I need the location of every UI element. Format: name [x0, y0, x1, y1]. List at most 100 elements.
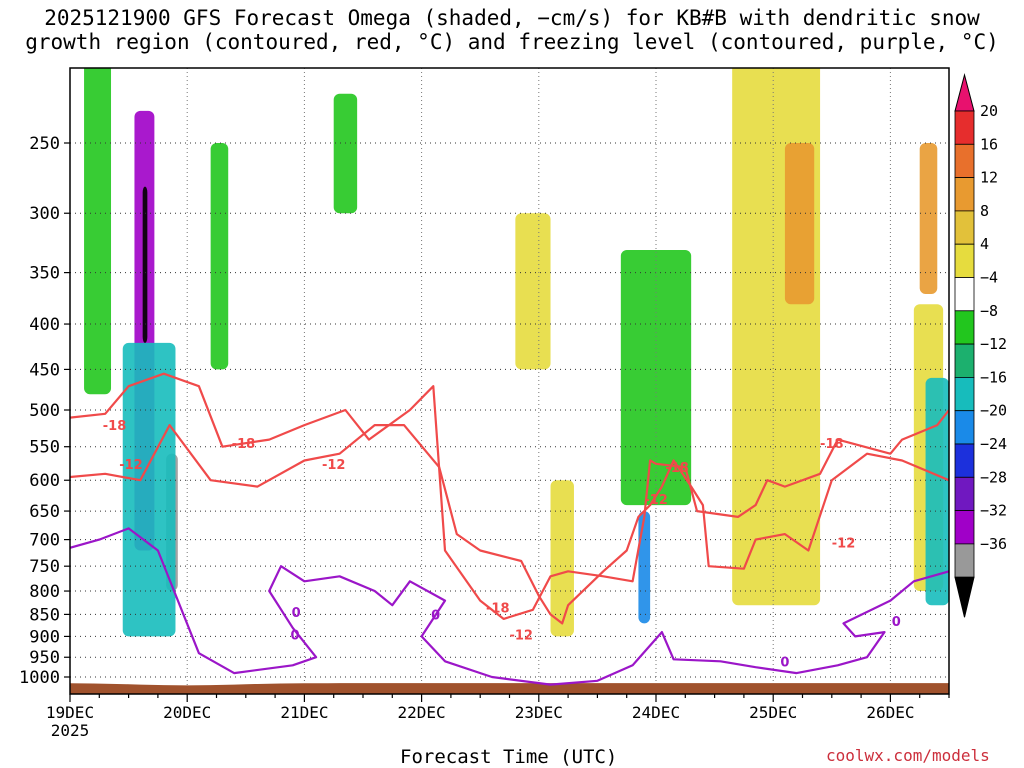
x-tick-label-25DEC: 25DEC [749, 703, 797, 722]
contour--12 [70, 424, 949, 625]
contour-label-2: -18 [232, 437, 256, 452]
y-tick-label-500: 500 [29, 401, 60, 421]
x-tick-label-21DEC: 21DEC [280, 703, 328, 722]
colorbar-label-7: −12 [980, 335, 1007, 353]
omega-region-6 [333, 93, 358, 214]
pressure-axis: 2503003504004505005506006507007508008509… [19, 134, 70, 688]
y-tick-label-700: 700 [29, 531, 60, 551]
colorbar: 20 16 12 8 4 −4 −8 −12 −16 −20 −24 −28 −32 −36 [954, 73, 1007, 618]
credit-text: coolwx.com/models [826, 746, 990, 765]
x-tick-label-22DEC: 22DEC [398, 703, 446, 722]
y-tick-label-600: 600 [29, 471, 60, 491]
contour--18 [70, 372, 949, 620]
omega-region-15 [925, 377, 949, 606]
contour-label-9: -12 [832, 536, 856, 551]
y-tick-label-950: 950 [29, 648, 60, 668]
omega-region-9 [620, 249, 692, 506]
contour-0 [70, 527, 949, 686]
omega-region-7 [515, 213, 551, 370]
y-tick-label-300: 300 [29, 204, 60, 224]
colorbar-label-2: 12 [980, 169, 998, 187]
contour-label-10: 0 [292, 606, 301, 621]
colorbar-bottom-arrow [954, 576, 975, 618]
omega-region-4 [84, 68, 112, 395]
colorbar-segment-3 [954, 177, 975, 212]
x-tick-label-19DEC: 19DEC [46, 703, 94, 722]
colorbar-label-3: 8 [980, 202, 989, 220]
contour-label-5: -12 [509, 628, 533, 643]
y-tick-label-450: 450 [29, 360, 60, 380]
x-tick-label-24DEC: 24DEC [632, 703, 680, 722]
omega-shading [84, 68, 949, 637]
colorbar-segment-5 [954, 243, 975, 278]
colorbar-top-arrow [954, 73, 975, 112]
colorbar-label-12: −32 [980, 502, 1007, 520]
y-tick-label-400: 400 [29, 315, 60, 335]
omega-region-14 [919, 143, 938, 295]
colorbar-segment-1 [954, 110, 975, 145]
y-tick-label-350: 350 [29, 264, 60, 284]
colorbar-segment-14 [954, 543, 975, 578]
contour-label-3: -12 [322, 458, 346, 473]
x-tick-label-26DEC: 26DEC [866, 703, 914, 722]
y-tick-label-650: 650 [29, 502, 60, 522]
contour-label-7: -12 [644, 493, 668, 508]
y-tick-label-750: 750 [29, 557, 60, 577]
time-axis: 19DEC 20DEC 21DEC 22DEC 23DEC 24DEC 25DEC 26DEC… [46, 694, 950, 740]
omega-region-1 [142, 186, 148, 343]
contour-labels: -18 -12 -18 -12 -18 -12 -18 -12 -18 -12 0 0 0 0 0 [103, 419, 901, 670]
y-tick-label-800: 800 [29, 582, 60, 602]
colorbar-label-4: 4 [980, 235, 989, 253]
omega-region-3 [122, 342, 176, 637]
contour-label-0: -18 [103, 419, 127, 434]
y-tick-label-900: 900 [29, 627, 60, 647]
colorbar-segment-6 [954, 277, 975, 312]
colorbar-segment-12 [954, 476, 975, 511]
omega-region-10 [638, 511, 651, 624]
title-line-2: growth region (contoured, red, °C) and f… [25, 30, 999, 54]
y-tick-label-1000: 1000 [19, 668, 60, 688]
colorbar-segment-7 [954, 310, 975, 345]
contour-label-11: 0 [291, 628, 300, 643]
colorbar-label-6: −8 [980, 302, 998, 320]
colorbar-label-0: 20 [980, 102, 998, 120]
x-axis-title: Forecast Time (UTC) [400, 746, 618, 768]
colorbar-segment-13 [954, 510, 975, 545]
colorbar-segment-10 [954, 410, 975, 445]
colorbar-label-11: −28 [980, 468, 1007, 486]
colorbar-segment-8 [954, 343, 975, 378]
omega-region-8 [550, 480, 574, 637]
contour-label-4: -18 [486, 602, 510, 617]
omega-region-12 [784, 143, 815, 305]
terrain-fill [70, 683, 949, 694]
contour-lines [70, 372, 949, 686]
colorbar-label-8: −16 [980, 368, 1007, 386]
y-tick-label-250: 250 [29, 134, 60, 154]
contour-label-12: 0 [431, 608, 440, 623]
colorbar-segment-2 [954, 143, 975, 179]
omega-region-11 [732, 68, 821, 606]
y-tick-label-850: 850 [29, 605, 60, 625]
colorbar-segment-4 [954, 210, 975, 245]
colorbar-label-9: −20 [980, 402, 1007, 420]
contour-label-13: 0 [780, 655, 789, 670]
y-tick-label-550: 550 [29, 438, 60, 458]
contour-label-6: -18 [665, 461, 689, 476]
colorbar-label-10: −24 [980, 435, 1007, 453]
colorbar-segment-9 [954, 376, 975, 412]
colorbar-label-5: −4 [980, 269, 998, 287]
x-tick-label-23DEC: 23DEC [515, 703, 563, 722]
title-line-1: 2025121900 GFS Forecast Omega (shaded, −… [44, 6, 980, 30]
colorbar-label-13: −36 [980, 535, 1007, 553]
omega-region-5 [210, 143, 229, 370]
contour-label-14: 0 [892, 615, 901, 630]
x-year-label: 2025 [51, 721, 90, 740]
x-tick-label-20DEC: 20DEC [163, 703, 211, 722]
colorbar-label-1: 16 [980, 135, 998, 153]
terrain-surface [70, 683, 949, 694]
colorbar-segment-11 [954, 443, 975, 478]
contour-label-1: -12 [119, 458, 143, 473]
chart-title: 2025121900 GFS Forecast Omega (shaded, −… [0, 6, 1024, 54]
contour-label-8: -18 [820, 437, 844, 452]
